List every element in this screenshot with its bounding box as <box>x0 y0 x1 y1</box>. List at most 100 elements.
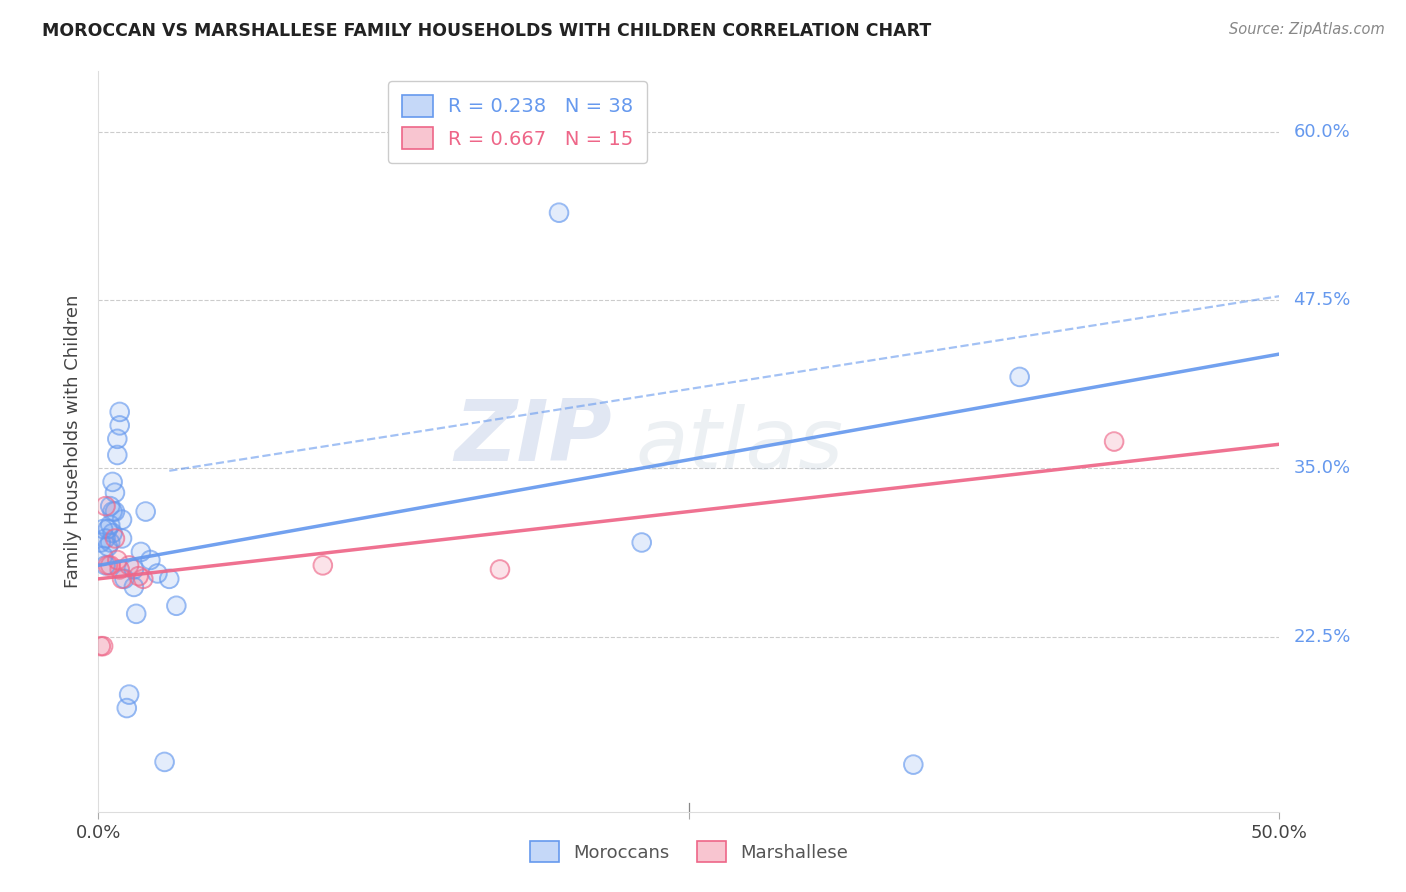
Text: ZIP: ZIP <box>454 396 612 479</box>
Point <box>97 558 120 573</box>
Point <box>97 522 120 536</box>
Point <box>548 205 571 219</box>
Point <box>101 475 124 489</box>
Point <box>91 522 114 536</box>
Point <box>94 499 117 513</box>
Point <box>97 540 120 554</box>
Point <box>630 535 652 549</box>
Point <box>101 475 124 489</box>
Point <box>489 562 512 576</box>
Point <box>125 607 148 621</box>
Point <box>94 532 117 546</box>
Point <box>118 558 141 573</box>
Point <box>630 535 652 549</box>
Point <box>101 504 124 518</box>
Point <box>90 535 112 549</box>
Point <box>90 535 112 549</box>
Text: 35.0%: 35.0% <box>1294 459 1351 477</box>
Point <box>312 558 335 573</box>
Point <box>129 545 152 559</box>
Point <box>125 607 148 621</box>
Point <box>105 432 128 446</box>
Point <box>118 558 141 573</box>
Point <box>548 205 571 219</box>
Point <box>157 572 180 586</box>
Point <box>1102 434 1125 449</box>
Point <box>98 535 121 549</box>
Point <box>153 755 176 769</box>
Point <box>122 580 145 594</box>
Point <box>101 526 124 541</box>
Point <box>146 566 169 581</box>
Point <box>122 562 145 576</box>
Point <box>139 553 162 567</box>
Point <box>94 558 117 573</box>
Point <box>312 558 335 573</box>
Point <box>97 540 120 554</box>
Point <box>104 485 127 500</box>
Y-axis label: Family Households with Children: Family Households with Children <box>65 295 83 588</box>
Point <box>165 599 187 613</box>
Point <box>111 513 134 527</box>
Point <box>104 504 127 518</box>
Legend: Moroccans, Marshallese: Moroccans, Marshallese <box>523 834 855 870</box>
Text: MOROCCAN VS MARSHALLESE FAMILY HOUSEHOLDS WITH CHILDREN CORRELATION CHART: MOROCCAN VS MARSHALLESE FAMILY HOUSEHOLD… <box>42 22 931 40</box>
Point <box>98 535 121 549</box>
Point <box>98 499 121 513</box>
Point <box>104 532 127 546</box>
Point <box>108 418 131 433</box>
Point <box>112 572 135 586</box>
Point <box>90 639 112 653</box>
Point <box>105 432 128 446</box>
Point <box>903 757 925 772</box>
Point <box>115 701 138 715</box>
Point <box>122 562 145 576</box>
Point <box>91 639 114 653</box>
Point <box>135 504 157 518</box>
Point <box>104 504 127 518</box>
Point <box>108 405 131 419</box>
Point <box>165 599 187 613</box>
Point <box>157 572 180 586</box>
Point <box>118 688 141 702</box>
Point <box>1102 434 1125 449</box>
Point <box>98 518 121 533</box>
Point <box>112 572 135 586</box>
Point <box>97 558 120 573</box>
Point <box>91 639 114 653</box>
Text: 47.5%: 47.5% <box>1294 291 1351 310</box>
Text: Source: ZipAtlas.com: Source: ZipAtlas.com <box>1229 22 1385 37</box>
Point <box>94 532 117 546</box>
Point <box>146 566 169 581</box>
Point <box>105 448 128 462</box>
Point <box>111 513 134 527</box>
Point <box>94 558 117 573</box>
Point <box>98 518 121 533</box>
Point <box>111 572 134 586</box>
Point <box>90 639 112 653</box>
Point <box>91 549 114 563</box>
Point <box>111 532 134 546</box>
Point <box>108 562 131 576</box>
Point <box>105 553 128 567</box>
Point <box>104 485 127 500</box>
Point <box>105 553 128 567</box>
Point <box>105 448 128 462</box>
Point <box>91 549 114 563</box>
Point <box>111 532 134 546</box>
Point <box>139 553 162 567</box>
Point <box>108 418 131 433</box>
Point <box>108 405 131 419</box>
Text: 22.5%: 22.5% <box>1294 628 1351 646</box>
Text: atlas: atlas <box>636 404 844 487</box>
Point <box>128 569 150 583</box>
Point <box>104 532 127 546</box>
Point <box>132 572 155 586</box>
Point <box>108 562 131 576</box>
Point <box>111 572 134 586</box>
Point <box>153 755 176 769</box>
Point <box>97 522 120 536</box>
Point <box>128 569 150 583</box>
Point <box>101 504 124 518</box>
Point <box>101 526 124 541</box>
